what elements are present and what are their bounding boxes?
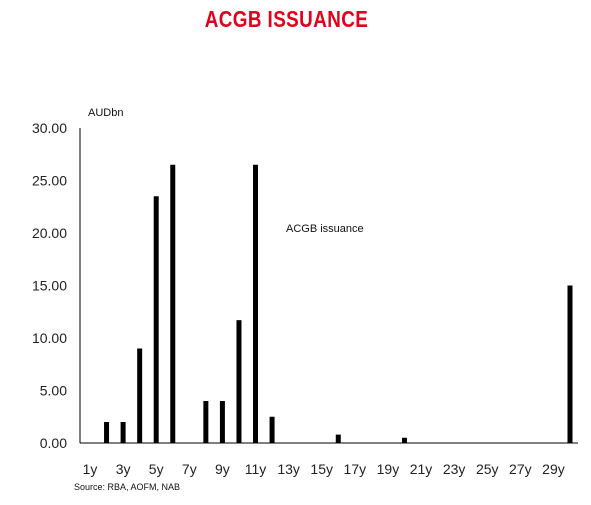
x-tick-label: 21y [410, 461, 433, 477]
x-tick-label: 11y [245, 461, 267, 477]
y-tick-label: 10.00 [32, 330, 67, 346]
x-tick-label: 25y [476, 461, 499, 477]
bar-6y [170, 164, 176, 443]
source-note: Source: RBA, AOFM, NAB [74, 482, 180, 492]
bar-20y [401, 437, 407, 443]
bar-2y [104, 422, 110, 443]
bar-12y [269, 416, 275, 443]
x-axis-ticks: 1y 3y 5y 7y 9y 11y 13y 15y 17y 19y 21y 23y 25y 27y 29y [83, 461, 565, 477]
bars [104, 164, 573, 443]
y-tick-label: 30.00 [32, 120, 67, 136]
bar-16y [335, 434, 341, 443]
y-tick-label: 20.00 [32, 225, 67, 241]
bar-30y [567, 285, 573, 443]
x-tick-label: 13y [277, 461, 300, 477]
bar-9y [219, 401, 225, 443]
x-tick-label: 27y [509, 461, 532, 477]
x-tick-label: 3y [116, 461, 131, 477]
x-tick-label: 7y [182, 461, 197, 477]
bar-10y [236, 320, 242, 443]
y-tick-label: 5.00 [40, 383, 67, 399]
x-tick-label: 29y [542, 461, 565, 477]
x-tick-label: 23y [443, 461, 466, 477]
bar-5y [153, 196, 159, 443]
bar-8y [203, 401, 209, 443]
y-unit-label: AUDbn [88, 107, 123, 119]
x-tick-label: 19y [377, 461, 400, 477]
x-tick-label: 15y [310, 461, 333, 477]
series-label: ACGB issuance [286, 223, 364, 235]
chart-title: ACGB ISSUANCE [204, 6, 369, 32]
bar-4y [137, 348, 143, 443]
y-tick-label: 15.00 [32, 278, 67, 294]
x-tick-label: 5y [149, 461, 164, 477]
x-tick-label: 17y [344, 461, 367, 477]
bar-3y [120, 422, 126, 443]
x-tick-label: 1y [83, 461, 98, 477]
bar-11y [253, 164, 259, 443]
x-tick-label: 9y [215, 461, 230, 477]
y-tick-label: 0.00 [40, 435, 67, 451]
y-tick-label: 25.00 [32, 173, 67, 189]
y-axis-ticks: 30.00 25.00 20.00 15.00 10.00 5.00 0.00 [32, 120, 67, 451]
